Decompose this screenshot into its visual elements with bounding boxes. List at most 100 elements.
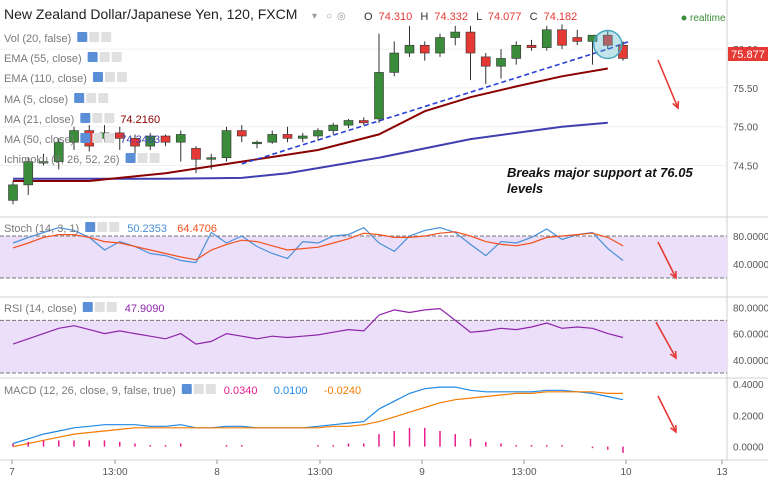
- ohlc-close-value: 74.182: [544, 11, 578, 23]
- legend-value: 74.2160: [120, 114, 160, 126]
- candle-up: [374, 72, 384, 120]
- x-tick-label: 13:00: [102, 467, 127, 478]
- candle-up: [328, 124, 339, 131]
- candle-up: [587, 34, 598, 42]
- ohlc-high-value: 74.332: [434, 11, 468, 23]
- panel-legend-value: 0.0340: [224, 385, 258, 397]
- candle-down: [191, 148, 201, 160]
- x-tick-label: 8: [214, 467, 220, 478]
- symbol-title: New Zealand Dollar/Japanese Yen, 120, FX…: [4, 6, 297, 22]
- candle-down: [358, 120, 369, 124]
- candle-down: [160, 135, 171, 143]
- last-price-value: 75.877: [731, 49, 765, 61]
- candle-down: [419, 44, 430, 54]
- y-tick-label: 0.2000: [733, 411, 764, 422]
- legend-label: MA (21, close): [4, 114, 74, 126]
- x-tick-label: 13: [716, 467, 728, 478]
- candle-up: [38, 161, 49, 164]
- ohlc-high-label: H: [420, 11, 428, 23]
- settings-gear-icon: [92, 72, 103, 82]
- eye-toggle-icon: [137, 153, 148, 163]
- close-icon: [104, 113, 115, 123]
- eye-toggle-icon: [92, 113, 103, 123]
- candle-down: [618, 44, 628, 59]
- last-price-tag: 75.877: [728, 47, 768, 61]
- arrow-down-icon: [672, 100, 680, 110]
- series-line: [12, 307, 624, 345]
- y-tick-label: 0.0000: [733, 443, 764, 454]
- candle-up: [496, 58, 506, 67]
- panel-legend-value: -0.0240: [324, 385, 361, 397]
- candle-up: [175, 134, 186, 143]
- candle-up: [267, 134, 278, 143]
- eye-toggle-icon: [86, 93, 97, 103]
- close-icon: [106, 302, 117, 312]
- ma21-line: [13, 67, 608, 182]
- annotation-line-2: levels: [507, 181, 543, 196]
- candle-down: [602, 34, 613, 46]
- candle-down: [114, 132, 125, 139]
- eye-toggle-icon: [94, 302, 105, 312]
- arrow-shaft: [657, 395, 677, 433]
- y-tick-label: 80.0000: [733, 232, 768, 243]
- candle-up: [145, 135, 156, 147]
- x-tick-label: 7: [9, 467, 15, 478]
- panel-legend-value: 0.0100: [274, 385, 308, 397]
- settings-gear-icon: [125, 153, 136, 163]
- y-tick-label: 0.4000: [733, 380, 764, 391]
- candle-down: [557, 29, 567, 46]
- realtime-dot-icon: [681, 15, 687, 21]
- symbol-dropdown-icon[interactable]: ▾: [312, 11, 317, 22]
- series-line: [12, 226, 624, 264]
- indicator-band: [0, 320, 727, 373]
- panel-legend-value: 64.4706: [177, 223, 217, 235]
- panel-legend-value: 47.9090: [125, 303, 165, 315]
- close-icon: [111, 52, 122, 62]
- ohlc-open-label: O: [364, 11, 373, 23]
- settings-gear-icon: [80, 133, 91, 143]
- close-icon: [205, 384, 216, 394]
- eye-toggle-icon: [104, 72, 115, 82]
- candle-up: [541, 29, 552, 48]
- candle-up: [23, 161, 34, 186]
- x-axis: 7 13:00 8 13:00 9 13:00 10 13: [9, 460, 728, 478]
- legend-label: Ichimoku (9, 26, 52, 26): [4, 154, 120, 166]
- candle-up: [252, 141, 262, 145]
- candle-down: [572, 37, 583, 42]
- x-tick-label: 9: [419, 467, 425, 478]
- series-line: [12, 386, 624, 445]
- circle-icon[interactable]: ○: [326, 11, 332, 22]
- close-icon: [149, 153, 160, 163]
- x-tick-label: 10: [620, 467, 632, 478]
- eye-toggle-icon: [193, 384, 204, 394]
- y-tick-label: 80.0000: [733, 303, 768, 314]
- x-tick-label: 13:00: [307, 467, 332, 478]
- candle-up: [404, 44, 415, 54]
- settings-gear-icon: [74, 93, 85, 103]
- candle-up: [221, 130, 232, 159]
- legend-label: Vol (20, false): [4, 33, 71, 45]
- eye-toggle-icon: [92, 133, 103, 143]
- realtime-label: realtime: [690, 13, 726, 24]
- candle-down: [130, 138, 140, 147]
- close-icon: [109, 222, 120, 232]
- series-line: [12, 391, 623, 448]
- bearish-arrows: [655, 59, 680, 434]
- candle-down: [236, 130, 247, 137]
- ma50-line: [13, 121, 608, 180]
- y-tick-label: 40.0000: [733, 260, 768, 271]
- close-icon: [101, 32, 112, 42]
- y-tick-label: 40.0000: [733, 356, 768, 367]
- candle-up: [313, 130, 323, 137]
- ohlc-low-label: L: [476, 11, 482, 23]
- candle-up: [435, 37, 445, 54]
- legend-label: MA (5, close): [4, 94, 68, 106]
- eye-icon[interactable]: ◎: [337, 11, 346, 22]
- candle-down: [465, 31, 476, 54]
- eye-toggle-icon: [99, 52, 110, 62]
- candle-up: [450, 31, 461, 38]
- ohlc-close-label: C: [530, 11, 538, 23]
- settings-gear-icon: [77, 32, 88, 42]
- close-icon: [98, 93, 109, 103]
- candle-down: [526, 44, 537, 48]
